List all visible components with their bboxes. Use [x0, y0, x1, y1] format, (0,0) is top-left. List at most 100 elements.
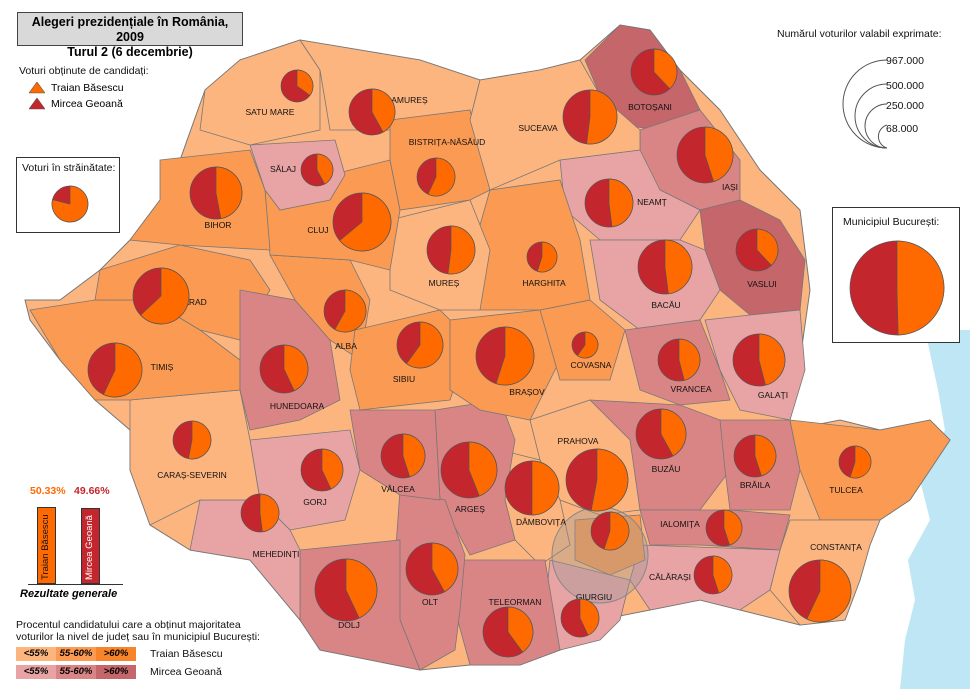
- county-pie-bistri-a-n-s-ud: [416, 157, 456, 197]
- abroad-pie: [51, 185, 89, 223]
- majority-title-line-2: voturilor la nivel de județ sau în munic…: [16, 631, 260, 643]
- scale-b-label: Mircea Geoană: [150, 666, 222, 678]
- county-pie-alba-a-slice: [334, 289, 367, 333]
- county-pie-br-ila-a-slice: [754, 434, 777, 477]
- county-pie-vrancea: [657, 338, 701, 382]
- county-pie-ia-i-a-slice: [704, 126, 734, 183]
- county-pie-cluj-a-slice: [339, 192, 392, 252]
- county-pie-bihor: [189, 166, 243, 220]
- size-value-1: 967.000: [886, 55, 924, 67]
- county-label-s-laj: SĂLAJ: [270, 164, 296, 174]
- county-tulcea: [789, 419, 951, 521]
- county-label-harghita: HARGHITA: [522, 278, 566, 288]
- county-label-timi-: TIMIȘ: [151, 362, 174, 372]
- county-pie-prahova-a-slice: [590, 448, 629, 512]
- county-pie-covasna: [571, 331, 599, 359]
- abroad-pie-chart: [51, 185, 89, 223]
- county-label-arad: ARAD: [183, 297, 207, 307]
- county-label-ialomi-a: IALOMIȚA: [660, 519, 700, 529]
- result-a-label: Traian Băsescu: [40, 514, 51, 580]
- county-label-giurgiu: GIURGIU: [576, 592, 612, 602]
- results-bars: Traian Băsescu Mircea Geoană: [30, 500, 120, 584]
- county-label-d-mbovi-a: DÂMBOVIȚA: [516, 517, 566, 527]
- county-label-olt: OLT: [422, 597, 438, 607]
- county-label-sibiu: SIBIU: [393, 374, 415, 384]
- legend-candidate-a: Traian Băsescu: [29, 82, 124, 94]
- county-pie-hunedoara-a-slice: [283, 344, 309, 392]
- county-label-gala-i: GALAȚI: [758, 390, 788, 400]
- county-pie-s-laj-a-slice: [316, 153, 334, 185]
- county-pie-mure--a-slice: [447, 225, 476, 275]
- size-legend-title: Numărul voturilor valabil exprimate:: [777, 28, 942, 40]
- county-pie-mehedin-i-a-slice: [259, 493, 280, 533]
- county-pie-satu-mare-a-slice: [296, 69, 314, 96]
- county-label-teleorman: TELEORMAN: [489, 597, 542, 607]
- result-a-bar: [37, 507, 56, 584]
- county-label-dolj: DOLJ: [338, 620, 360, 630]
- county-labels: SATU MARE MARAMUREȘ BOTOȘANI SUCEAVA SĂLAJ BI…: [151, 95, 863, 630]
- bucharest-pie-chart: [849, 240, 945, 336]
- county-pie-v-lcea: [380, 433, 426, 479]
- county-pie-suceava-a-slice: [586, 89, 618, 145]
- county-pie-maramure-: [348, 88, 396, 136]
- size-legend-arcs: [842, 59, 888, 149]
- bucharest-box: Municipiul București:: [832, 207, 960, 343]
- county-label-cluj: CLUJ: [307, 225, 328, 235]
- county-pie-covasna-a-slice: [576, 331, 599, 359]
- county-pie-alba: [323, 289, 367, 333]
- county-pie-teleorman: [482, 606, 534, 658]
- county-pie-arge--a-slice: [468, 441, 498, 497]
- map-title: Alegeri prezidențiale în România, 2009 T…: [17, 12, 243, 59]
- county-pie-vrancea-a-slice: [678, 338, 701, 381]
- county-pie-cara-severin: [172, 420, 212, 460]
- county-pie-tulcea: [838, 445, 872, 479]
- county-label-vrancea: VRANCEA: [670, 384, 711, 394]
- county-label-bistri-a-n-s-ud: BISTRIȚA-NĂSĂUD: [409, 137, 486, 147]
- county-label-alba: ALBA: [335, 341, 357, 351]
- county-pie-dolj-a-slice: [345, 558, 378, 619]
- majority-legend-title: Procentul candidatului care a obținut ma…: [16, 619, 260, 643]
- county-pie-neam--a-slice: [608, 178, 634, 228]
- county-pie-bra-ov-a-slice: [495, 326, 535, 386]
- county-pie-dolj: [314, 558, 378, 622]
- county-pie-satu-mare: [280, 69, 314, 103]
- abroad-title: Voturi în străinătate:: [22, 162, 116, 174]
- county-pie-teleorman-a-slice: [507, 606, 534, 653]
- county-pie-s-laj: [300, 153, 334, 187]
- size-value-3: 250.000: [886, 100, 924, 112]
- county-pie-ialomi-a: [705, 509, 743, 547]
- county-label-covasna: COVASNA: [571, 360, 612, 370]
- result-b-percent: 49.66%: [74, 485, 110, 497]
- county-pie-neam-: [584, 178, 634, 228]
- county-satu-mare: [199, 39, 321, 146]
- result-b-bar: [81, 508, 100, 584]
- county-pie-arad-a-slice: [140, 267, 190, 325]
- county-label-vaslui: VASLUI: [747, 279, 777, 289]
- county-pie-ialomi-a-a-slice: [723, 509, 743, 546]
- county-pie-ilfov: [590, 511, 630, 551]
- candidates-legend-title: Voturi obținute de candidați:: [19, 65, 149, 77]
- county-pie-buz-u-a-slice: [660, 408, 687, 457]
- county-pie-vaslui-a-slice: [756, 228, 779, 266]
- county-label-buz-u: BUZĂU: [652, 464, 681, 474]
- county-pie-arge-: [440, 441, 498, 499]
- legend-candidate-a-label: Traian Băsescu: [51, 82, 124, 94]
- county-pie-timi-: [87, 342, 143, 398]
- county-pie-boto-ani: [630, 48, 678, 96]
- county-pie-harghita-a-slice: [536, 241, 558, 273]
- county-pie-d-mbovi-a-a-slice: [531, 460, 560, 516]
- bucharest-pie: [849, 240, 945, 336]
- county-pie-prahova: [565, 448, 629, 512]
- county-pie-ia-i: [676, 126, 734, 184]
- county-label-c-l-ra-i: CĂLĂRAȘI: [649, 572, 691, 582]
- bucharest-title: Municipiul București:: [843, 216, 940, 228]
- scale-b-high: >60%: [96, 665, 136, 679]
- size-value-4: 68.000: [886, 123, 919, 135]
- scale-a-label: Traian Băsescu: [150, 648, 223, 660]
- scale-row-b: <55% 55-60% >60% Mircea Geoană: [16, 665, 222, 679]
- county-label-bac-u: BACĂU: [651, 300, 680, 310]
- county-pie-arad: [132, 267, 190, 325]
- county-pie-maramure--a-slice: [371, 88, 396, 133]
- county-pie-vaslui: [735, 228, 779, 272]
